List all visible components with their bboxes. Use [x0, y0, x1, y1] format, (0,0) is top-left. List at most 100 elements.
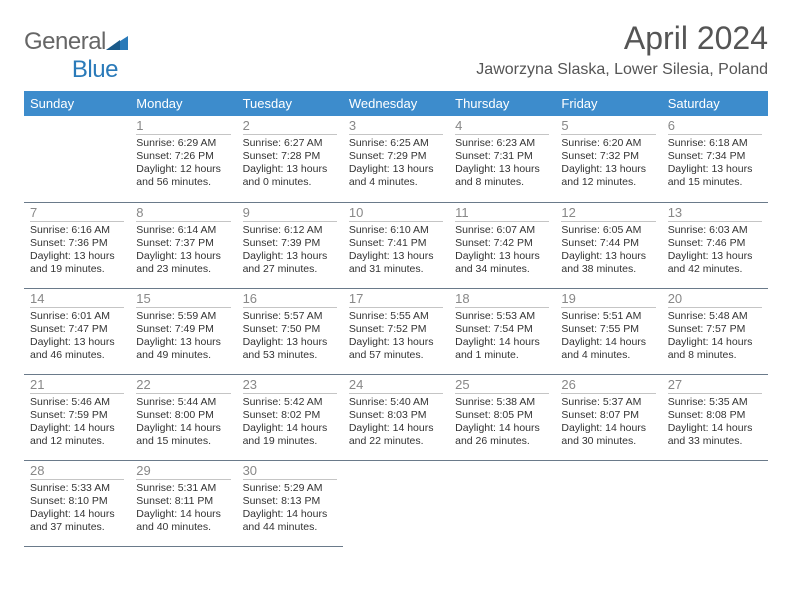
day-data: Sunrise: 5:53 AMSunset: 7:54 PMDaylight:… — [455, 310, 549, 363]
calendar-week-row: 14 Sunrise: 6:01 AMSunset: 7:47 PMDayligh… — [24, 288, 768, 374]
day-data: Sunrise: 5:37 AMSunset: 8:07 PMDaylight:… — [561, 396, 655, 449]
calendar-day-cell: 26Sunrise: 5:37 AMSunset: 8:07 PMDayligh… — [555, 374, 661, 460]
day-data: Sunrise: 6:07 AMSunset: 7:42 PMDaylight:… — [455, 224, 549, 277]
day-number: 14 — [30, 291, 124, 308]
day-number: 25 — [455, 377, 549, 394]
calendar-day-cell: 6 Sunrise: 6:18 AMSunset: 7:34 PMDaylight… — [662, 116, 768, 202]
calendar-day-cell: 19 Sunrise: 5:51 AMSunset: 7:55 PMDayligh… — [555, 288, 661, 374]
day-number: 20 — [668, 291, 762, 308]
calendar-day-cell: 2 Sunrise: 6:27 AMSunset: 7:28 PMDaylight… — [237, 116, 343, 202]
weekday-header: Thursday — [449, 91, 555, 116]
day-number: 5 — [561, 118, 655, 135]
day-data: Sunrise: 5:31 AMSunset: 8:11 PMDaylight:… — [136, 482, 230, 535]
day-number: 23 — [243, 377, 337, 394]
calendar-week-row: 28 Sunrise: 5:33 AMSunset: 8:10 PMDayligh… — [24, 460, 768, 546]
day-data: Sunrise: 6:12 AMSunset: 7:39 PMDaylight:… — [243, 224, 337, 277]
calendar-day-cell: 10 Sunrise: 6:10 AMSunset: 7:41 PMDayligh… — [343, 202, 449, 288]
calendar-day-cell: 30Sunrise: 5:29 AMSunset: 8:13 PMDayligh… — [237, 460, 343, 546]
location-text: Jaworzyna Slaska, Lower Silesia, Poland — [476, 61, 768, 79]
header: General Blue April 2024 Jaworzyna Slaska… — [24, 20, 768, 79]
day-data: Sunrise: 6:05 AMSunset: 7:44 PMDaylight:… — [561, 224, 655, 277]
day-data: Sunrise: 5:46 AMSunset: 7:59 PMDaylight:… — [30, 396, 124, 449]
day-number: 28 — [30, 463, 124, 480]
day-data: Sunrise: 6:16 AMSunset: 7:36 PMDaylight:… — [30, 224, 124, 277]
calendar-day-cell: 27 Sunrise: 5:35 AMSunset: 8:08 PMDayligh… — [662, 374, 768, 460]
day-data: Sunrise: 5:57 AMSunset: 7:50 PMDaylight:… — [243, 310, 337, 363]
weekday-header: Saturday — [662, 91, 768, 116]
day-data: Sunrise: 6:18 AMSunset: 7:34 PMDaylight:… — [668, 137, 762, 190]
day-number: 2 — [243, 118, 337, 135]
title-block: April 2024 Jaworzyna Slaska, Lower Siles… — [476, 20, 768, 79]
calendar-day-cell: 12 Sunrise: 6:05 AMSunset: 7:44 PMDayligh… — [555, 202, 661, 288]
day-data: Sunrise: 6:10 AMSunset: 7:41 PMDaylight:… — [349, 224, 443, 277]
day-data: Sunrise: 6:20 AMSunset: 7:32 PMDaylight:… — [561, 137, 655, 190]
day-number: 27 — [668, 377, 762, 394]
calendar-day-cell: 3Sunrise: 6:25 AMSunset: 7:29 PMDaylight… — [343, 116, 449, 202]
logo-triangle-icon — [106, 32, 128, 55]
day-number: 3 — [349, 118, 443, 135]
day-data: Sunrise: 6:14 AMSunset: 7:37 PMDaylight:… — [136, 224, 230, 277]
calendar-empty-cell — [449, 460, 555, 546]
calendar-week-row: 1 Sunrise: 6:29 AMSunset: 7:26 PMDaylight… — [24, 116, 768, 202]
day-data: Sunrise: 5:33 AMSunset: 8:10 PMDaylight:… — [30, 482, 124, 535]
day-number: 8 — [136, 205, 230, 222]
day-data: Sunrise: 5:44 AMSunset: 8:00 PMDaylight:… — [136, 396, 230, 449]
day-data: Sunrise: 5:35 AMSunset: 8:08 PMDaylight:… — [668, 396, 762, 449]
day-number: 12 — [561, 205, 655, 222]
calendar-day-cell: 13 Sunrise: 6:03 AMSunset: 7:46 PMDayligh… — [662, 202, 768, 288]
calendar-week-row: 7 Sunrise: 6:16 AMSunset: 7:36 PMDaylight… — [24, 202, 768, 288]
logo: General Blue — [24, 28, 130, 56]
day-number: 13 — [668, 205, 762, 222]
day-number: 1 — [136, 118, 230, 135]
day-number: 6 — [668, 118, 762, 135]
day-data: Sunrise: 5:40 AMSunset: 8:03 PMDaylight:… — [349, 396, 443, 449]
calendar-table: SundayMondayTuesdayWednesdayThursdayFrid… — [24, 91, 768, 547]
calendar-empty-cell — [662, 460, 768, 546]
weekday-header: Tuesday — [237, 91, 343, 116]
calendar-empty-cell — [24, 116, 130, 202]
day-data: Sunrise: 6:03 AMSunset: 7:46 PMDaylight:… — [668, 224, 762, 277]
calendar-day-cell: 9 Sunrise: 6:12 AMSunset: 7:39 PMDaylight… — [237, 202, 343, 288]
logo-text-1: General — [24, 28, 106, 56]
day-number: 9 — [243, 205, 337, 222]
day-data: Sunrise: 6:27 AMSunset: 7:28 PMDaylight:… — [243, 137, 337, 190]
calendar-body: 1 Sunrise: 6:29 AMSunset: 7:26 PMDaylight… — [24, 116, 768, 546]
day-number: 24 — [349, 377, 443, 394]
weekday-header: Wednesday — [343, 91, 449, 116]
calendar-day-cell: 4Sunrise: 6:23 AMSunset: 7:31 PMDaylight… — [449, 116, 555, 202]
calendar-day-cell: 1 Sunrise: 6:29 AMSunset: 7:26 PMDaylight… — [130, 116, 236, 202]
calendar-day-cell: 14 Sunrise: 6:01 AMSunset: 7:47 PMDayligh… — [24, 288, 130, 374]
calendar-day-cell: 21 Sunrise: 5:46 AMSunset: 7:59 PMDayligh… — [24, 374, 130, 460]
calendar-empty-cell — [555, 460, 661, 546]
day-number: 10 — [349, 205, 443, 222]
day-number: 16 — [243, 291, 337, 308]
day-data: Sunrise: 6:29 AMSunset: 7:26 PMDaylight:… — [136, 137, 230, 190]
calendar-day-cell: 17Sunrise: 5:55 AMSunset: 7:52 PMDayligh… — [343, 288, 449, 374]
calendar-day-cell: 25 Sunrise: 5:38 AMSunset: 8:05 PMDayligh… — [449, 374, 555, 460]
calendar-day-cell: 18 Sunrise: 5:53 AMSunset: 7:54 PMDayligh… — [449, 288, 555, 374]
logo-text-2: Blue — [72, 56, 118, 84]
calendar-day-cell: 28 Sunrise: 5:33 AMSunset: 8:10 PMDayligh… — [24, 460, 130, 546]
calendar-day-cell: 15Sunrise: 5:59 AMSunset: 7:49 PMDayligh… — [130, 288, 236, 374]
day-data: Sunrise: 6:23 AMSunset: 7:31 PMDaylight:… — [455, 137, 549, 190]
day-number: 21 — [30, 377, 124, 394]
weekday-header: Sunday — [24, 91, 130, 116]
calendar-empty-cell — [343, 460, 449, 546]
day-number: 7 — [30, 205, 124, 222]
day-number: 22 — [136, 377, 230, 394]
day-data: Sunrise: 5:38 AMSunset: 8:05 PMDaylight:… — [455, 396, 549, 449]
calendar-week-row: 21 Sunrise: 5:46 AMSunset: 7:59 PMDayligh… — [24, 374, 768, 460]
day-number: 15 — [136, 291, 230, 308]
day-number: 19 — [561, 291, 655, 308]
weekday-header: Friday — [555, 91, 661, 116]
weekday-header: Monday — [130, 91, 236, 116]
day-data: Sunrise: 5:51 AMSunset: 7:55 PMDaylight:… — [561, 310, 655, 363]
day-number: 11 — [455, 205, 549, 222]
day-number: 17 — [349, 291, 443, 308]
day-number: 18 — [455, 291, 549, 308]
calendar-day-cell: 11 Sunrise: 6:07 AMSunset: 7:42 PMDayligh… — [449, 202, 555, 288]
day-data: Sunrise: 5:29 AMSunset: 8:13 PMDaylight:… — [243, 482, 337, 535]
calendar-day-cell: 29Sunrise: 5:31 AMSunset: 8:11 PMDayligh… — [130, 460, 236, 546]
day-data: Sunrise: 6:01 AMSunset: 7:47 PMDaylight:… — [30, 310, 124, 363]
calendar-day-cell: 7 Sunrise: 6:16 AMSunset: 7:36 PMDaylight… — [24, 202, 130, 288]
